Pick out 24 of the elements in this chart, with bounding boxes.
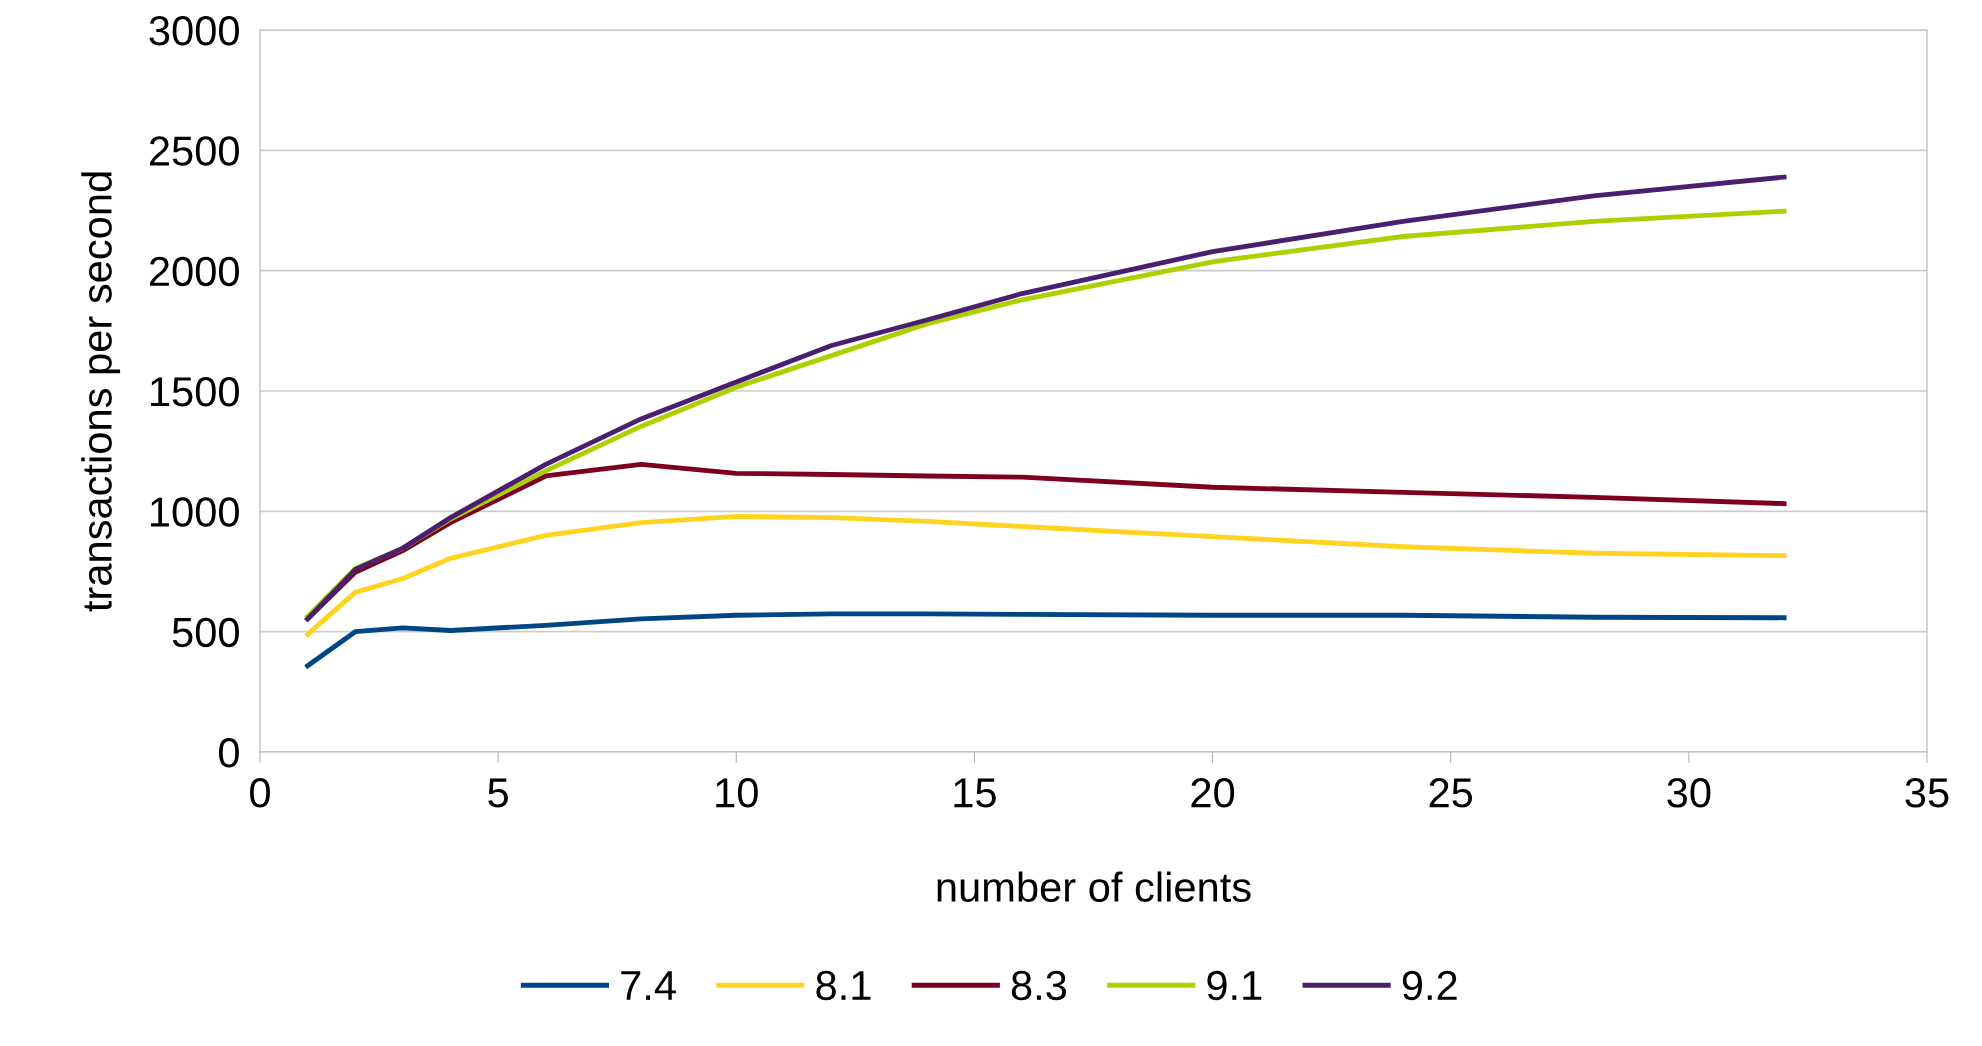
legend-label: 9.1: [1207, 970, 1262, 1001]
x-tick-label: 5: [488, 778, 508, 808]
x-tick-label: 15: [954, 778, 996, 808]
x-tick-label: 20: [1191, 778, 1235, 808]
y-tick-label: 1500: [151, 377, 239, 407]
x-tick-label: 10: [716, 778, 758, 808]
y-axis-title: transactions per second: [81, 172, 121, 612]
y-tick-label: 0: [219, 738, 239, 768]
line-series: [305, 513, 1787, 637]
x-tick-label: 0: [250, 778, 270, 808]
y-tick-label: 500: [172, 617, 239, 648]
y-tick-label: 1000: [151, 497, 239, 527]
legend-label: 8.1: [816, 970, 871, 1001]
x-tick-label: 25: [1429, 778, 1473, 808]
x-tick-label: 35: [1905, 778, 1949, 808]
y-tick-label: 2000: [149, 256, 239, 287]
legend-label: 9.2: [1402, 970, 1457, 1001]
line-series: [305, 611, 1787, 669]
legend-label: 8.3: [1011, 970, 1067, 1001]
y-tick-label: 3000: [149, 16, 239, 46]
legend-label: 7.4: [621, 971, 676, 1000]
x-tick-label: 30: [1667, 778, 1711, 808]
x-axis-title: number of clients: [937, 871, 1251, 902]
y-tick-label: 2500: [149, 136, 239, 166]
